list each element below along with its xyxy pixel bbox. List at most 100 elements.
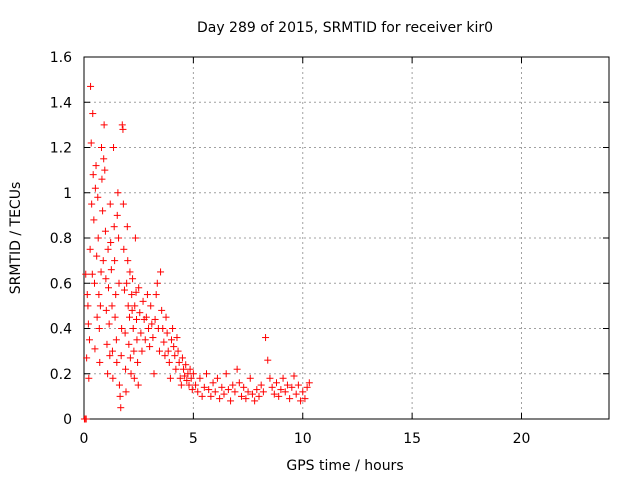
data-point — [299, 388, 307, 396]
data-point — [216, 395, 224, 403]
data-point — [94, 193, 102, 201]
data-point — [98, 144, 105, 151]
y-tick-label: 1.4 — [50, 95, 72, 111]
data-point — [281, 388, 289, 396]
data-point — [112, 291, 120, 299]
data-point — [84, 302, 92, 310]
data-point — [117, 352, 125, 360]
data-point — [89, 110, 97, 118]
data-point — [108, 347, 116, 355]
data-point — [182, 361, 190, 369]
data-point — [124, 257, 132, 265]
data-point — [120, 245, 128, 253]
data-point — [257, 381, 265, 389]
data-point — [111, 313, 119, 321]
data-point — [105, 320, 113, 328]
data-point — [213, 374, 221, 382]
data-point — [292, 390, 300, 398]
data-point — [290, 372, 298, 380]
data-point — [87, 139, 95, 147]
data-point — [283, 381, 291, 389]
data-point — [129, 325, 137, 332]
data-point — [106, 200, 114, 208]
data-point — [123, 223, 131, 231]
data-point — [91, 184, 99, 192]
data-point — [189, 370, 197, 378]
data-point — [168, 336, 175, 344]
data-point — [224, 386, 232, 394]
data-point — [103, 340, 111, 348]
data-point — [108, 302, 116, 310]
data-point — [99, 257, 107, 265]
data-point — [277, 386, 285, 394]
data-point — [105, 284, 112, 292]
data-point — [111, 257, 119, 265]
x-tick-label: 5 — [189, 431, 198, 447]
data-point — [101, 166, 109, 174]
data-point — [95, 325, 103, 332]
data-point — [229, 381, 237, 389]
data-point — [187, 374, 195, 382]
data-point — [126, 268, 134, 276]
grid-lines — [84, 57, 610, 419]
data-point — [133, 336, 141, 344]
data-point — [235, 379, 243, 387]
data-point — [172, 365, 180, 373]
data-point — [102, 275, 110, 283]
data-point — [113, 358, 121, 366]
data-point — [132, 288, 140, 296]
y-tick-label: 0.8 — [50, 231, 72, 247]
data-point — [297, 397, 305, 405]
data-point — [107, 266, 115, 274]
data-point — [152, 291, 160, 299]
data-point — [170, 343, 178, 351]
data-point — [270, 390, 278, 398]
y-tick-label: 0 — [63, 412, 72, 428]
data-point — [136, 309, 144, 317]
data-point — [242, 395, 250, 403]
data-point — [194, 388, 202, 396]
data-point — [203, 370, 210, 378]
data-point — [240, 383, 248, 391]
data-point — [161, 352, 169, 360]
data-point — [84, 320, 92, 328]
data-point — [266, 374, 274, 382]
data-point — [128, 306, 136, 314]
data-points — [80, 82, 313, 423]
data-point — [122, 388, 130, 396]
data-point — [101, 227, 109, 235]
data-point — [133, 315, 140, 323]
data-point — [143, 291, 151, 299]
data-point — [131, 234, 139, 242]
data-point — [102, 306, 110, 314]
data-point — [100, 155, 108, 163]
data-point — [128, 291, 136, 299]
x-tick-label: 10 — [294, 431, 312, 447]
data-point — [222, 370, 230, 378]
data-point — [288, 383, 296, 391]
data-point — [273, 379, 280, 387]
data-point — [86, 245, 94, 253]
x-tick-label: 20 — [513, 431, 531, 447]
data-point — [124, 302, 132, 310]
data-point — [262, 334, 270, 342]
data-point — [119, 125, 127, 133]
y-tick-label: 1.6 — [50, 50, 72, 66]
y-tick-label: 1.2 — [50, 141, 72, 157]
data-point — [268, 383, 276, 391]
data-point — [163, 329, 171, 337]
y-tick-label: 1 — [63, 186, 72, 202]
data-point — [244, 388, 252, 396]
data-point — [93, 252, 101, 260]
data-point — [113, 211, 121, 219]
data-point — [96, 358, 104, 366]
data-point — [157, 268, 165, 276]
data-point — [83, 291, 91, 299]
data-point — [178, 354, 186, 362]
data-point — [251, 397, 259, 405]
data-point — [82, 270, 90, 278]
data-point — [227, 397, 235, 405]
data-point — [126, 313, 133, 321]
data-point — [134, 381, 142, 389]
data-point — [131, 302, 139, 310]
